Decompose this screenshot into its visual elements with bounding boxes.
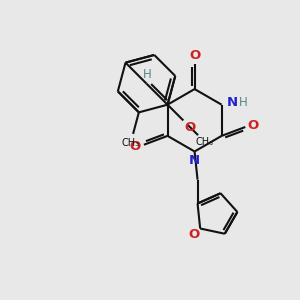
Text: H: H — [143, 68, 152, 81]
Text: O: O — [129, 140, 141, 153]
Text: N: N — [226, 96, 238, 109]
Text: O: O — [188, 228, 200, 241]
Text: O: O — [184, 121, 196, 134]
Text: N: N — [189, 154, 200, 167]
Text: O: O — [248, 119, 259, 132]
Text: H: H — [238, 96, 247, 109]
Text: O: O — [189, 49, 200, 62]
Text: CH₃: CH₃ — [196, 137, 214, 147]
Text: CH₃: CH₃ — [122, 138, 140, 148]
